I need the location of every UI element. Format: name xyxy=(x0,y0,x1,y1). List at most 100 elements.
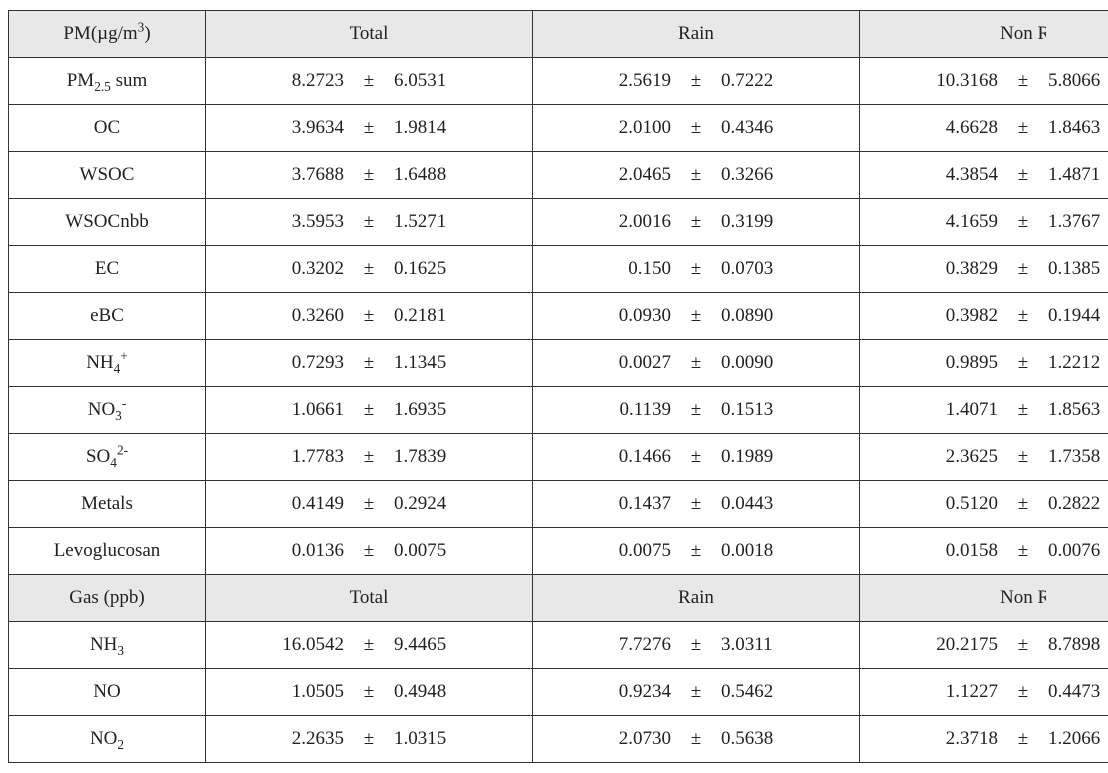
std-value: 0.0018 xyxy=(719,528,860,575)
mean-value: 0.0158 xyxy=(860,528,1001,575)
plus-minus: ± xyxy=(346,293,392,340)
plus-minus: ± xyxy=(346,669,392,716)
mean-value: 4.6628 xyxy=(860,105,1001,152)
std-value: 0.0443 xyxy=(719,481,860,528)
row-label: EC xyxy=(9,246,206,293)
header-label: PM(µg/m3) xyxy=(9,11,206,58)
row-label: NO3- xyxy=(9,387,206,434)
row-label: WSOC xyxy=(9,152,206,199)
std-value: 6.0531 xyxy=(392,58,533,105)
row-label: WSOCnbb xyxy=(9,199,206,246)
std-value: 0.3199 xyxy=(719,199,860,246)
mean-value: 3.9634 xyxy=(206,105,347,152)
std-value: 8.7898 xyxy=(1046,622,1108,669)
std-value: 1.2066 xyxy=(1046,716,1108,763)
std-value: 0.2181 xyxy=(392,293,533,340)
mean-value: 0.3260 xyxy=(206,293,347,340)
table-row: NO22.2635±1.03152.0730±0.56382.3718±1.20… xyxy=(9,716,1108,763)
std-value: 0.1513 xyxy=(719,387,860,434)
plus-minus: ± xyxy=(673,340,719,387)
std-value: 0.5462 xyxy=(719,669,860,716)
table-row: PM2.5 sum8.2723±6.05312.5619±0.722210.31… xyxy=(9,58,1108,105)
row-label: OC xyxy=(9,105,206,152)
plus-minus: ± xyxy=(1000,199,1046,246)
plus-minus: ± xyxy=(346,716,392,763)
row-label: NO2 xyxy=(9,716,206,763)
plus-minus: ± xyxy=(673,246,719,293)
std-value: 1.1345 xyxy=(392,340,533,387)
mean-value: 0.3202 xyxy=(206,246,347,293)
std-value: 1.9814 xyxy=(392,105,533,152)
std-value: 1.7839 xyxy=(392,434,533,481)
column-header: Rain xyxy=(673,11,719,58)
std-value: 0.4948 xyxy=(392,669,533,716)
column-header: Rain xyxy=(673,575,719,622)
mean-value: 0.0075 xyxy=(533,528,674,575)
plus-minus: ± xyxy=(1000,669,1046,716)
plus-minus: ± xyxy=(673,387,719,434)
std-value: 0.1989 xyxy=(719,434,860,481)
std-value: 0.0075 xyxy=(392,528,533,575)
mean-value: 2.2635 xyxy=(206,716,347,763)
mean-value: 2.0465 xyxy=(533,152,674,199)
plus-minus: ± xyxy=(673,293,719,340)
mean-value: 0.0930 xyxy=(533,293,674,340)
mean-value: 1.0505 xyxy=(206,669,347,716)
mean-value: 1.7783 xyxy=(206,434,347,481)
table-row: eBC0.3260±0.21810.0930±0.08900.3982±0.19… xyxy=(9,293,1108,340)
plus-minus: ± xyxy=(673,716,719,763)
mean-value: 4.3854 xyxy=(860,152,1001,199)
plus-minus: ± xyxy=(1000,622,1046,669)
table-row: NH4+0.7293±1.13450.0027±0.00900.9895±1.2… xyxy=(9,340,1108,387)
plus-minus: ± xyxy=(1000,387,1046,434)
mean-value: 0.3829 xyxy=(860,246,1001,293)
std-value: 0.1385 xyxy=(1046,246,1108,293)
std-value: 1.3767 xyxy=(1046,199,1108,246)
plus-minus: ± xyxy=(346,105,392,152)
mean-value: 0.1437 xyxy=(533,481,674,528)
std-value: 0.0076 xyxy=(1046,528,1108,575)
plus-minus: ± xyxy=(673,105,719,152)
std-value: 0.0703 xyxy=(719,246,860,293)
section-header: Gas (ppb)TotalRainNon Rain xyxy=(9,575,1108,622)
mean-value: 0.9895 xyxy=(860,340,1001,387)
std-value: 1.8463 xyxy=(1046,105,1108,152)
plus-minus: ± xyxy=(1000,105,1046,152)
mean-value: 20.2175 xyxy=(860,622,1001,669)
plus-minus: ± xyxy=(346,58,392,105)
plus-minus: ± xyxy=(346,387,392,434)
std-value: 1.6488 xyxy=(392,152,533,199)
plus-minus: ± xyxy=(673,199,719,246)
plus-minus: ± xyxy=(1000,716,1046,763)
plus-minus: ± xyxy=(1000,58,1046,105)
mean-value: 0.1466 xyxy=(533,434,674,481)
std-value: 0.4473 xyxy=(1046,669,1108,716)
mean-value: 1.0661 xyxy=(206,387,347,434)
section-header: PM(µg/m3)TotalRainNon Rain xyxy=(9,11,1108,58)
table-row: OC3.9634±1.98142.0100±0.43464.6628±1.846… xyxy=(9,105,1108,152)
plus-minus: ± xyxy=(673,481,719,528)
row-label: NH4+ xyxy=(9,340,206,387)
column-header: Non Rain xyxy=(1000,11,1046,58)
std-value: 0.5638 xyxy=(719,716,860,763)
plus-minus: ± xyxy=(1000,152,1046,199)
mean-value: 0.9234 xyxy=(533,669,674,716)
row-label: PM2.5 sum xyxy=(9,58,206,105)
std-value: 5.8066 xyxy=(1046,58,1108,105)
mean-value: 4.1659 xyxy=(860,199,1001,246)
std-value: 1.7358 xyxy=(1046,434,1108,481)
row-label: Metals xyxy=(9,481,206,528)
mean-value: 0.150 xyxy=(533,246,674,293)
table-row: WSOC3.7688±1.64882.0465±0.32664.3854±1.4… xyxy=(9,152,1108,199)
std-value: 0.2822 xyxy=(1046,481,1108,528)
row-label: NO xyxy=(9,669,206,716)
plus-minus: ± xyxy=(346,434,392,481)
mean-value: 3.7688 xyxy=(206,152,347,199)
table-row: NO3-1.0661±1.69350.1139±0.15131.4071±1.8… xyxy=(9,387,1108,434)
column-header: Non Rain xyxy=(1000,575,1046,622)
plus-minus: ± xyxy=(1000,340,1046,387)
mean-value: 0.4149 xyxy=(206,481,347,528)
plus-minus: ± xyxy=(346,199,392,246)
row-label: NH3 xyxy=(9,622,206,669)
mean-value: 2.0100 xyxy=(533,105,674,152)
